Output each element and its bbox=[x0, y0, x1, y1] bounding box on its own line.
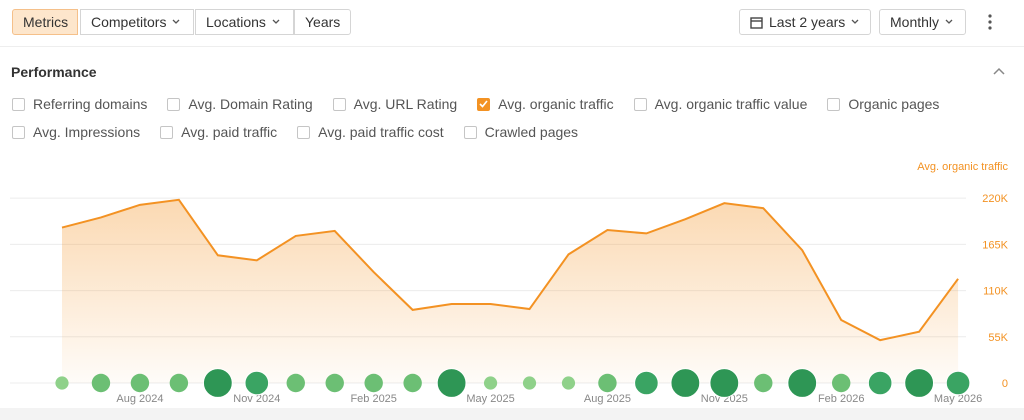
chevron bbox=[851, 19, 859, 24]
footer-band bbox=[0, 408, 1024, 420]
checkbox[interactable]: Avg. paid traffic cost bbox=[297, 124, 444, 140]
chevron bbox=[945, 19, 953, 24]
checkbox-box[interactable] bbox=[12, 97, 25, 111]
checkbox-label: Avg. organic traffic bbox=[498, 96, 614, 112]
checkbox-label: Organic pages bbox=[848, 96, 940, 112]
checkbox[interactable]: Avg. paid traffic bbox=[160, 124, 277, 140]
toolbar-button[interactable]: Locations bbox=[195, 9, 294, 35]
event-bubble bbox=[904, 368, 935, 398]
more-menu[interactable] bbox=[986, 13, 994, 31]
line bbox=[61, 198, 959, 342]
event-bubble bbox=[436, 368, 467, 398]
x-tick-label: Aug 2024 bbox=[116, 393, 163, 405]
checkbox-label: Referring domains bbox=[33, 96, 148, 112]
x-tick-label: Feb 2025 bbox=[350, 393, 396, 405]
event-bubble bbox=[286, 373, 305, 393]
event-bubble bbox=[244, 370, 270, 396]
checkbox[interactable]: Avg. organic traffic value bbox=[633, 96, 808, 112]
toolbar-button[interactable]: Last 2 years bbox=[739, 9, 871, 35]
checkbox-box[interactable] bbox=[167, 97, 181, 111]
event-bubble bbox=[709, 368, 740, 398]
y-tick-label: 220K bbox=[982, 193, 1008, 205]
series-label: Avg. organic traffic bbox=[917, 161, 1008, 173]
event-bubble bbox=[202, 368, 233, 398]
checkbox[interactable]: Crawled pages bbox=[463, 124, 579, 140]
checkbox-label: Avg. organic traffic value bbox=[654, 96, 808, 112]
button-label: Monthly bbox=[890, 14, 940, 30]
event-bubble bbox=[598, 373, 617, 393]
x-tick-label: Feb 2026 bbox=[818, 393, 864, 405]
event-bubble bbox=[787, 368, 818, 398]
event-bubble bbox=[364, 373, 383, 393]
button-label: Competitors bbox=[91, 14, 167, 30]
checkbox-label: Avg. URL Rating bbox=[353, 96, 458, 112]
checkbox[interactable]: Avg. organic traffic bbox=[477, 96, 614, 112]
toolbar-button[interactable]: Metrics bbox=[12, 9, 78, 35]
event-bubble bbox=[754, 373, 773, 393]
checkbox[interactable]: Organic pages bbox=[827, 96, 939, 112]
button-label: Years bbox=[305, 14, 341, 30]
checkbox-label: Avg. paid traffic cost bbox=[318, 124, 444, 140]
checkbox-label: Crawled pages bbox=[484, 124, 579, 140]
chevron bbox=[173, 19, 180, 24]
event-bubble bbox=[55, 376, 69, 390]
event-bubble bbox=[91, 373, 111, 393]
event-bubble bbox=[670, 368, 701, 398]
x-tick-label: Aug 2025 bbox=[584, 393, 631, 405]
y-tick-label: 0 bbox=[1002, 378, 1008, 390]
event-bubble bbox=[522, 376, 537, 390]
x-tick-label: Nov 2025 bbox=[701, 393, 748, 405]
checkbox-box[interactable] bbox=[633, 97, 647, 111]
x-tick-label: May 2025 bbox=[466, 393, 514, 405]
y-tick-label: 110K bbox=[983, 286, 1009, 298]
toolbar-button[interactable]: Years bbox=[294, 9, 351, 35]
checkbox-box[interactable] bbox=[463, 125, 477, 139]
divider bbox=[0, 46, 1024, 47]
y-tick-label: 165K bbox=[982, 239, 1008, 251]
button-label: Metrics bbox=[23, 14, 69, 30]
event-bubble bbox=[130, 373, 150, 393]
event-bubble bbox=[561, 376, 576, 390]
button-label: Last 2 years bbox=[769, 14, 846, 30]
x-tick-label: Nov 2024 bbox=[233, 393, 280, 405]
toolbar-button[interactable]: Monthly bbox=[879, 9, 966, 35]
checkbox-box[interactable] bbox=[332, 97, 346, 111]
checkbox-box[interactable] bbox=[160, 125, 174, 139]
section-title: Performance bbox=[11, 64, 97, 80]
event-bubble bbox=[867, 370, 893, 396]
checkbox-box[interactable] bbox=[477, 97, 491, 111]
check-mark bbox=[479, 100, 488, 108]
event-bubble bbox=[403, 373, 422, 393]
filter-row: Referring domains Avg. Domain Rating Avg. … bbox=[12, 96, 959, 112]
calendar-icon bbox=[750, 16, 763, 29]
checkbox-label: Avg. paid traffic bbox=[181, 124, 278, 140]
chevron bbox=[272, 19, 280, 24]
checkbox-box[interactable] bbox=[297, 125, 311, 139]
checkbox[interactable]: Referring domains bbox=[12, 96, 147, 112]
checkbox[interactable]: Avg. URL Rating bbox=[332, 96, 458, 112]
event-bubble bbox=[169, 373, 189, 393]
button-label: Locations bbox=[206, 14, 266, 30]
checkbox-box[interactable] bbox=[827, 97, 841, 111]
toolbar-button[interactable]: Competitors bbox=[80, 9, 194, 35]
y-tick-label: 55K bbox=[988, 332, 1008, 344]
event-bubble bbox=[483, 376, 498, 390]
checkbox-label: Avg. Impressions bbox=[33, 124, 141, 140]
event-bubble bbox=[832, 373, 851, 393]
filter-row: Avg. Impressions Avg. paid traffic Avg. pa… bbox=[12, 124, 598, 140]
x-tick-label: May 2026 bbox=[934, 393, 982, 405]
chart: Avg. organic traffic 0 55K 110K 165K 220K Aug … bbox=[0, 161, 1024, 420]
checkbox-box[interactable] bbox=[12, 125, 25, 139]
checkbox[interactable]: Avg. Domain Rating bbox=[167, 96, 313, 112]
event-bubble bbox=[325, 373, 344, 393]
event-bubble bbox=[945, 370, 971, 396]
checkbox[interactable]: Avg. Impressions bbox=[12, 124, 140, 140]
collapse-icon[interactable] bbox=[992, 66, 1006, 76]
checkbox-label: Avg. Domain Rating bbox=[188, 96, 313, 112]
event-bubble bbox=[634, 370, 659, 396]
area-fill bbox=[62, 199, 959, 383]
